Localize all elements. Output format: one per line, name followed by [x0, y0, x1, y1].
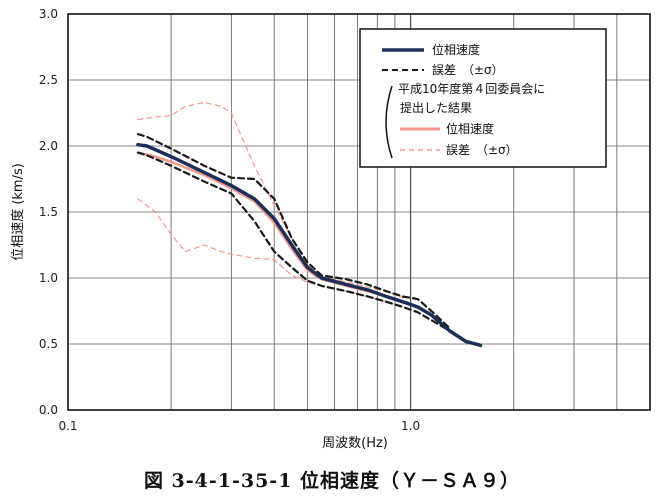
y-tick-label: 1.0	[39, 271, 58, 285]
x-tick-label: 1.0	[401, 419, 420, 433]
legend-box	[359, 28, 607, 168]
figure-caption: 図 3-4-1-35-1 位相速度（Ｙ－ＳＡ９）	[143, 470, 521, 492]
y-tick-label: 3.0	[39, 7, 58, 21]
legend-label-error: 誤差 （±σ）	[432, 62, 504, 77]
series-line-0	[136, 142, 483, 348]
y-tick-label: 2.5	[39, 73, 58, 87]
x-tick-label: 0.1	[58, 419, 77, 433]
legend-label-previous-phase-velocity: 位相速度	[446, 121, 494, 136]
plot-frame	[67, 13, 651, 411]
y-tick-label: 0.5	[39, 337, 58, 351]
series-line-2	[136, 151, 451, 332]
y-tick-label: 0.0	[39, 403, 58, 417]
series-line-4	[137, 101, 404, 299]
y-tick-label: 1.5	[39, 205, 58, 219]
legend: 位相速度 誤差 （±σ） 平成10年度第４回委員会に 提出した結果 位相速度 誤…	[359, 28, 607, 168]
tick-labels: 0.0 0.5 1.0 1.5 2.0 2.5 3.0 0.1 1.0	[39, 7, 420, 433]
legend-label-previous-error: 誤差 （±σ）	[446, 142, 518, 157]
series-layer	[136, 101, 483, 348]
x-axis-title: 周波数(Hz)	[322, 436, 388, 451]
y-axis-title: 位相速度 (km/s)	[10, 163, 26, 261]
series-line-1	[136, 133, 451, 330]
legend-note-line1: 平成10年度第４回委員会に	[398, 81, 545, 96]
y-tick-label: 2.0	[39, 139, 58, 153]
legend-bracket	[385, 85, 393, 159]
series-line-3	[136, 151, 405, 304]
legend-label-phase-velocity: 位相速度	[432, 42, 480, 57]
legend-note-line2: 提出した結果	[400, 100, 472, 115]
